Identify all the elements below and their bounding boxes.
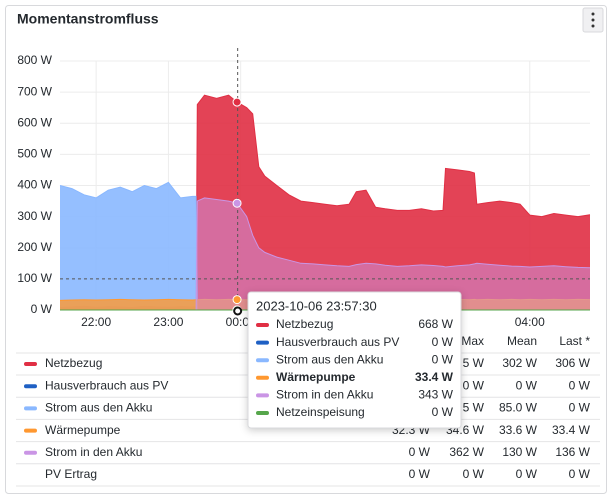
tooltip-value: 0 W [432, 352, 454, 366]
tooltip-marker [256, 393, 269, 398]
legend-stat: 0 W [569, 401, 591, 415]
y-tick-label: 300 W [17, 209, 52, 223]
hover-point [232, 295, 242, 305]
legend-stat: 130 W [502, 445, 537, 459]
legend-header: Last * [559, 334, 590, 348]
legend-stat: 362 W [449, 445, 484, 459]
tooltip-name: Wärmepumpe [276, 370, 356, 384]
legend-marker [24, 384, 37, 389]
hover-point [232, 198, 242, 208]
legend-stat: 136 W [555, 445, 590, 459]
legend-stat: 302 W [502, 356, 537, 370]
x-tick-label: 04:00 [515, 315, 545, 329]
menu-button[interactable] [582, 7, 604, 33]
tooltip-marker [256, 375, 269, 380]
y-tick-label: 600 W [17, 115, 52, 129]
x-tick-label: 23:00 [153, 315, 183, 329]
y-tick-label: 700 W [17, 84, 52, 98]
series-area [60, 182, 590, 310]
x-tick-label: 22:00 [81, 315, 111, 329]
tooltip-name: Strom in den Akku [276, 388, 373, 402]
tooltip-box [247, 291, 462, 429]
legend-stat: 5 W [463, 401, 485, 415]
tooltip-value: 33.4 W [415, 370, 454, 384]
tooltip-name: Strom aus den Akku [276, 352, 383, 366]
legend-stat: 0 W [463, 378, 485, 392]
legend-name: PV Ertrag [45, 467, 97, 481]
legend-name: Hausverbrauch aus PV [45, 378, 168, 392]
legend-name: Netzbezug [45, 356, 102, 370]
y-tick-label: 0 W [31, 302, 53, 316]
tooltip: 2023-10-06 23:57:30 Netzbezug 668 W Hausve… [247, 291, 462, 429]
legend-stat: 5 W [463, 356, 485, 370]
legend-stat: 0 W [463, 467, 485, 481]
tooltip-marker [256, 323, 269, 327]
legend-marker [24, 428, 37, 433]
legend-stat: 0 W [409, 445, 431, 459]
legend-stat: 306 W [555, 356, 590, 370]
legend-table: Max Mean Last * Netzbezug 5 W 302 W 306 W Hausv… [16, 334, 600, 487]
y-tick-label: 200 W [17, 240, 52, 254]
legend-name: Strom aus den Akku [45, 401, 152, 415]
tooltip-name: Netzbezug [276, 317, 333, 331]
legend-name: Wärmepumpe [45, 423, 121, 437]
legend-stat: 0 W [569, 467, 591, 481]
legend-stat: 85.0 W [499, 401, 538, 415]
tooltip-name: Netzeinspeisung [276, 405, 365, 419]
legend-stat: 0 W [516, 378, 538, 392]
tooltip-value: 0 W [432, 335, 454, 349]
legend-name: Strom in den Akku [45, 445, 142, 459]
legend-stat: 33.4 W [552, 423, 591, 437]
tooltip-value: 0 W [432, 405, 454, 419]
y-tick-label: 400 W [17, 178, 52, 192]
legend-marker [24, 450, 37, 455]
tooltip-marker [256, 411, 269, 415]
hover-marker [233, 306, 243, 316]
legend-header: Max [461, 334, 484, 348]
y-tick-label: 500 W [17, 147, 52, 161]
y-tick-label: 100 W [17, 271, 52, 285]
legend-stat: 0 W [409, 467, 431, 481]
legend-marker [24, 406, 37, 411]
y-tick-label: 800 W [17, 53, 52, 67]
panel-title: Momentanstromfluss [17, 11, 159, 27]
series-area [60, 95, 590, 310]
series-area [60, 197, 590, 310]
tooltip-value: 668 W [418, 317, 453, 331]
hover-point [232, 97, 242, 107]
tooltip-title: 2023-10-06 23:57:30 [256, 298, 377, 313]
tooltip-marker [256, 340, 269, 345]
tooltip-marker [256, 358, 269, 363]
legend-header: Mean [507, 334, 537, 348]
legend-marker [24, 362, 37, 366]
tooltip-name: Hausverbrauch aus PV [276, 335, 399, 349]
legend-stat: 33.6 W [499, 423, 538, 437]
legend-stat: 0 W [516, 467, 538, 481]
legend-stat: 0 W [569, 378, 591, 392]
tooltip-value: 343 W [418, 388, 453, 402]
